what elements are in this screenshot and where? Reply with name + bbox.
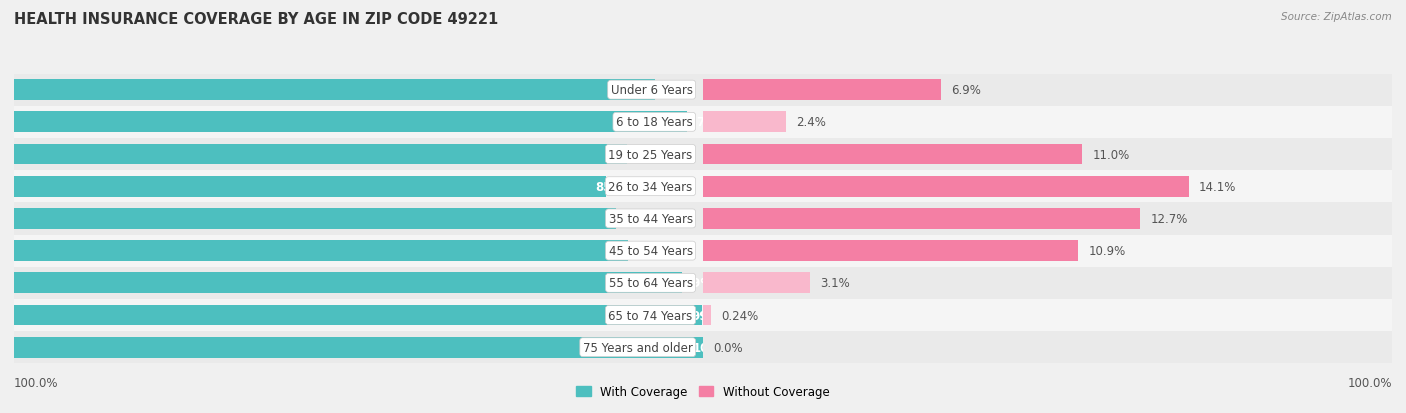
Bar xyxy=(703,112,786,133)
Legend: With Coverage, Without Coverage: With Coverage, Without Coverage xyxy=(572,381,834,403)
Text: 0.24%: 0.24% xyxy=(721,309,759,322)
Bar xyxy=(14,139,703,171)
Bar xyxy=(703,171,1392,203)
Text: 99.8%: 99.8% xyxy=(692,309,733,322)
Bar xyxy=(14,176,606,197)
Text: HEALTH INSURANCE COVERAGE BY AGE IN ZIP CODE 49221: HEALTH INSURANCE COVERAGE BY AGE IN ZIP … xyxy=(14,12,498,27)
Text: 11.0%: 11.0% xyxy=(1092,148,1129,161)
Text: 26 to 34 Years: 26 to 34 Years xyxy=(609,180,693,193)
Text: 0.0%: 0.0% xyxy=(713,341,742,354)
Text: 96.9%: 96.9% xyxy=(671,277,713,290)
Bar xyxy=(703,80,941,101)
Text: 3.1%: 3.1% xyxy=(820,277,849,290)
Text: 87.4%: 87.4% xyxy=(606,212,647,225)
Text: 6 to 18 Years: 6 to 18 Years xyxy=(616,116,693,129)
Bar xyxy=(14,203,703,235)
Text: 6.9%: 6.9% xyxy=(950,84,981,97)
Text: 97.7%: 97.7% xyxy=(676,116,717,129)
Bar xyxy=(14,305,702,326)
Bar xyxy=(14,144,627,165)
Bar xyxy=(703,203,1392,235)
Text: 100.0%: 100.0% xyxy=(1347,376,1392,389)
Bar xyxy=(703,107,1392,139)
Text: 2.4%: 2.4% xyxy=(796,116,825,129)
Bar xyxy=(703,273,810,294)
Text: 85.9%: 85.9% xyxy=(596,180,637,193)
Bar xyxy=(703,305,711,326)
Text: 100.0%: 100.0% xyxy=(693,341,741,354)
Text: 89.0%: 89.0% xyxy=(617,148,658,161)
Bar xyxy=(703,331,1392,363)
Text: 93.1%: 93.1% xyxy=(645,84,686,97)
Bar xyxy=(14,80,655,101)
Bar xyxy=(14,112,688,133)
Bar xyxy=(703,267,1392,299)
Bar xyxy=(703,209,1140,229)
Text: 10.9%: 10.9% xyxy=(1088,244,1126,257)
Text: 12.7%: 12.7% xyxy=(1152,212,1188,225)
Bar xyxy=(14,331,703,363)
Text: 65 to 74 Years: 65 to 74 Years xyxy=(609,309,693,322)
Bar xyxy=(14,240,628,261)
Bar xyxy=(703,139,1392,171)
Bar xyxy=(703,240,1078,261)
Bar xyxy=(703,74,1392,107)
Bar xyxy=(14,171,703,203)
Text: 75 Years and older: 75 Years and older xyxy=(583,341,693,354)
Text: 14.1%: 14.1% xyxy=(1199,180,1236,193)
Bar xyxy=(14,107,703,139)
Bar xyxy=(14,337,703,358)
Bar xyxy=(14,74,703,107)
Bar xyxy=(703,176,1188,197)
Text: 55 to 64 Years: 55 to 64 Years xyxy=(609,277,693,290)
Bar xyxy=(703,235,1392,267)
Bar xyxy=(14,235,703,267)
Text: 100.0%: 100.0% xyxy=(14,376,59,389)
Text: 35 to 44 Years: 35 to 44 Years xyxy=(609,212,693,225)
Text: 89.1%: 89.1% xyxy=(617,244,658,257)
Text: Source: ZipAtlas.com: Source: ZipAtlas.com xyxy=(1281,12,1392,22)
Text: Under 6 Years: Under 6 Years xyxy=(610,84,693,97)
Bar xyxy=(703,299,1392,331)
Bar xyxy=(14,273,682,294)
Text: 19 to 25 Years: 19 to 25 Years xyxy=(609,148,693,161)
Bar xyxy=(14,209,616,229)
Bar xyxy=(14,299,703,331)
Text: 45 to 54 Years: 45 to 54 Years xyxy=(609,244,693,257)
Bar xyxy=(703,144,1083,165)
Bar xyxy=(14,267,703,299)
